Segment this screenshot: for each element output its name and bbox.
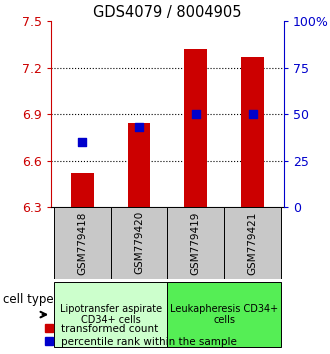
Bar [224, 207, 281, 279]
Title: GDS4079 / 8004905: GDS4079 / 8004905 [93, 5, 242, 20]
Bar [184, 49, 207, 207]
Bar [168, 282, 281, 347]
Point [137, 124, 142, 130]
Bar [71, 173, 94, 207]
Bar [128, 124, 150, 207]
Point [250, 111, 255, 117]
Text: GSM779419: GSM779419 [191, 211, 201, 274]
Text: Leukapheresis CD34+
cells: Leukapheresis CD34+ cells [170, 304, 278, 325]
Bar [168, 207, 224, 279]
Point [193, 111, 198, 117]
Legend: transformed count, percentile rank within the sample: transformed count, percentile rank withi… [45, 324, 237, 347]
Point [80, 139, 85, 145]
Text: Lipotransfer aspirate
CD34+ cells: Lipotransfer aspirate CD34+ cells [60, 304, 162, 325]
Bar [54, 282, 168, 347]
Text: GSM779420: GSM779420 [134, 211, 144, 274]
Bar [111, 207, 168, 279]
Bar [54, 207, 111, 279]
Text: cell type: cell type [3, 293, 54, 306]
Text: GSM779421: GSM779421 [248, 211, 258, 274]
Bar [241, 57, 264, 207]
Text: GSM779418: GSM779418 [77, 211, 87, 274]
